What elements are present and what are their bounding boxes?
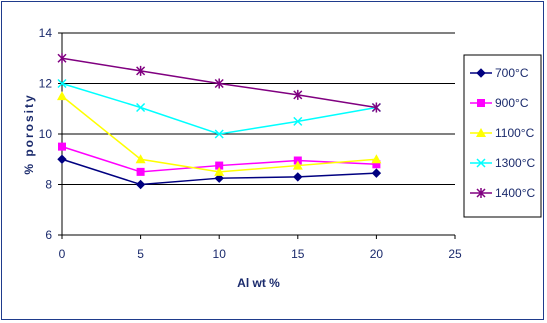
data-point: [372, 160, 381, 169]
x-tick-label: 20: [370, 247, 384, 261]
y-tick-label: 12: [39, 77, 53, 91]
data-point: [214, 78, 224, 89]
data-point: [214, 173, 224, 183]
legend-label: 900°C: [495, 96, 529, 110]
legend-label: 1100°C: [495, 126, 535, 140]
series-line: [61, 82, 377, 135]
y-tick-label: 6: [45, 228, 52, 242]
x-tick-label: 15: [291, 247, 305, 261]
data-point: [293, 89, 303, 100]
data-point: [57, 78, 67, 89]
data-point: [293, 156, 302, 165]
x-axis-title: Al wt %: [237, 276, 280, 290]
data-point: [136, 65, 146, 76]
x-tick-label: 5: [137, 247, 144, 261]
series-2: [57, 91, 382, 176]
data-point: [57, 154, 67, 164]
legend-label: 1300°C: [495, 156, 535, 170]
data-point: [57, 53, 67, 64]
legend-item: 700°C: [470, 66, 529, 80]
data-point: [292, 160, 303, 170]
data-point: [136, 167, 145, 176]
legend-marker: [476, 68, 486, 78]
data-point: [58, 142, 66, 151]
series-4: [57, 53, 381, 113]
legend-item: 1300°C: [470, 156, 535, 170]
x-tick-label: 25: [448, 247, 462, 261]
legend-marker: [477, 99, 485, 107]
x-tick-label: 10: [213, 247, 227, 261]
data-point: [214, 166, 225, 176]
legend-label: 700°C: [495, 66, 529, 80]
x-tick-label: 0: [59, 247, 66, 261]
series-1: [58, 142, 381, 176]
data-point: [371, 102, 381, 113]
data-point: [293, 116, 303, 126]
legend-item: 1100°C: [470, 126, 535, 140]
legend-marker: [476, 188, 486, 198]
data-point: [215, 161, 224, 170]
y-tick-label: 14: [39, 26, 53, 40]
legend-marker: [476, 128, 486, 137]
legend-marker: [476, 158, 486, 168]
data-point: [135, 154, 146, 164]
data-point: [57, 91, 67, 101]
series-0: [57, 154, 382, 190]
legend-label: 1400°C: [495, 186, 535, 200]
data-point: [371, 154, 382, 164]
legend-item: 1400°C: [470, 186, 535, 200]
data-point: [136, 102, 146, 113]
data-point: [293, 172, 303, 182]
y-tick-label: 10: [39, 127, 53, 141]
data-point: [214, 129, 224, 139]
y-axis-title: % porosity: [22, 93, 36, 174]
series-3: [57, 78, 381, 139]
data-point: [135, 179, 146, 190]
data-point: [371, 168, 382, 178]
legend-item: 900°C: [470, 96, 529, 110]
y-tick-label: 8: [45, 178, 52, 192]
